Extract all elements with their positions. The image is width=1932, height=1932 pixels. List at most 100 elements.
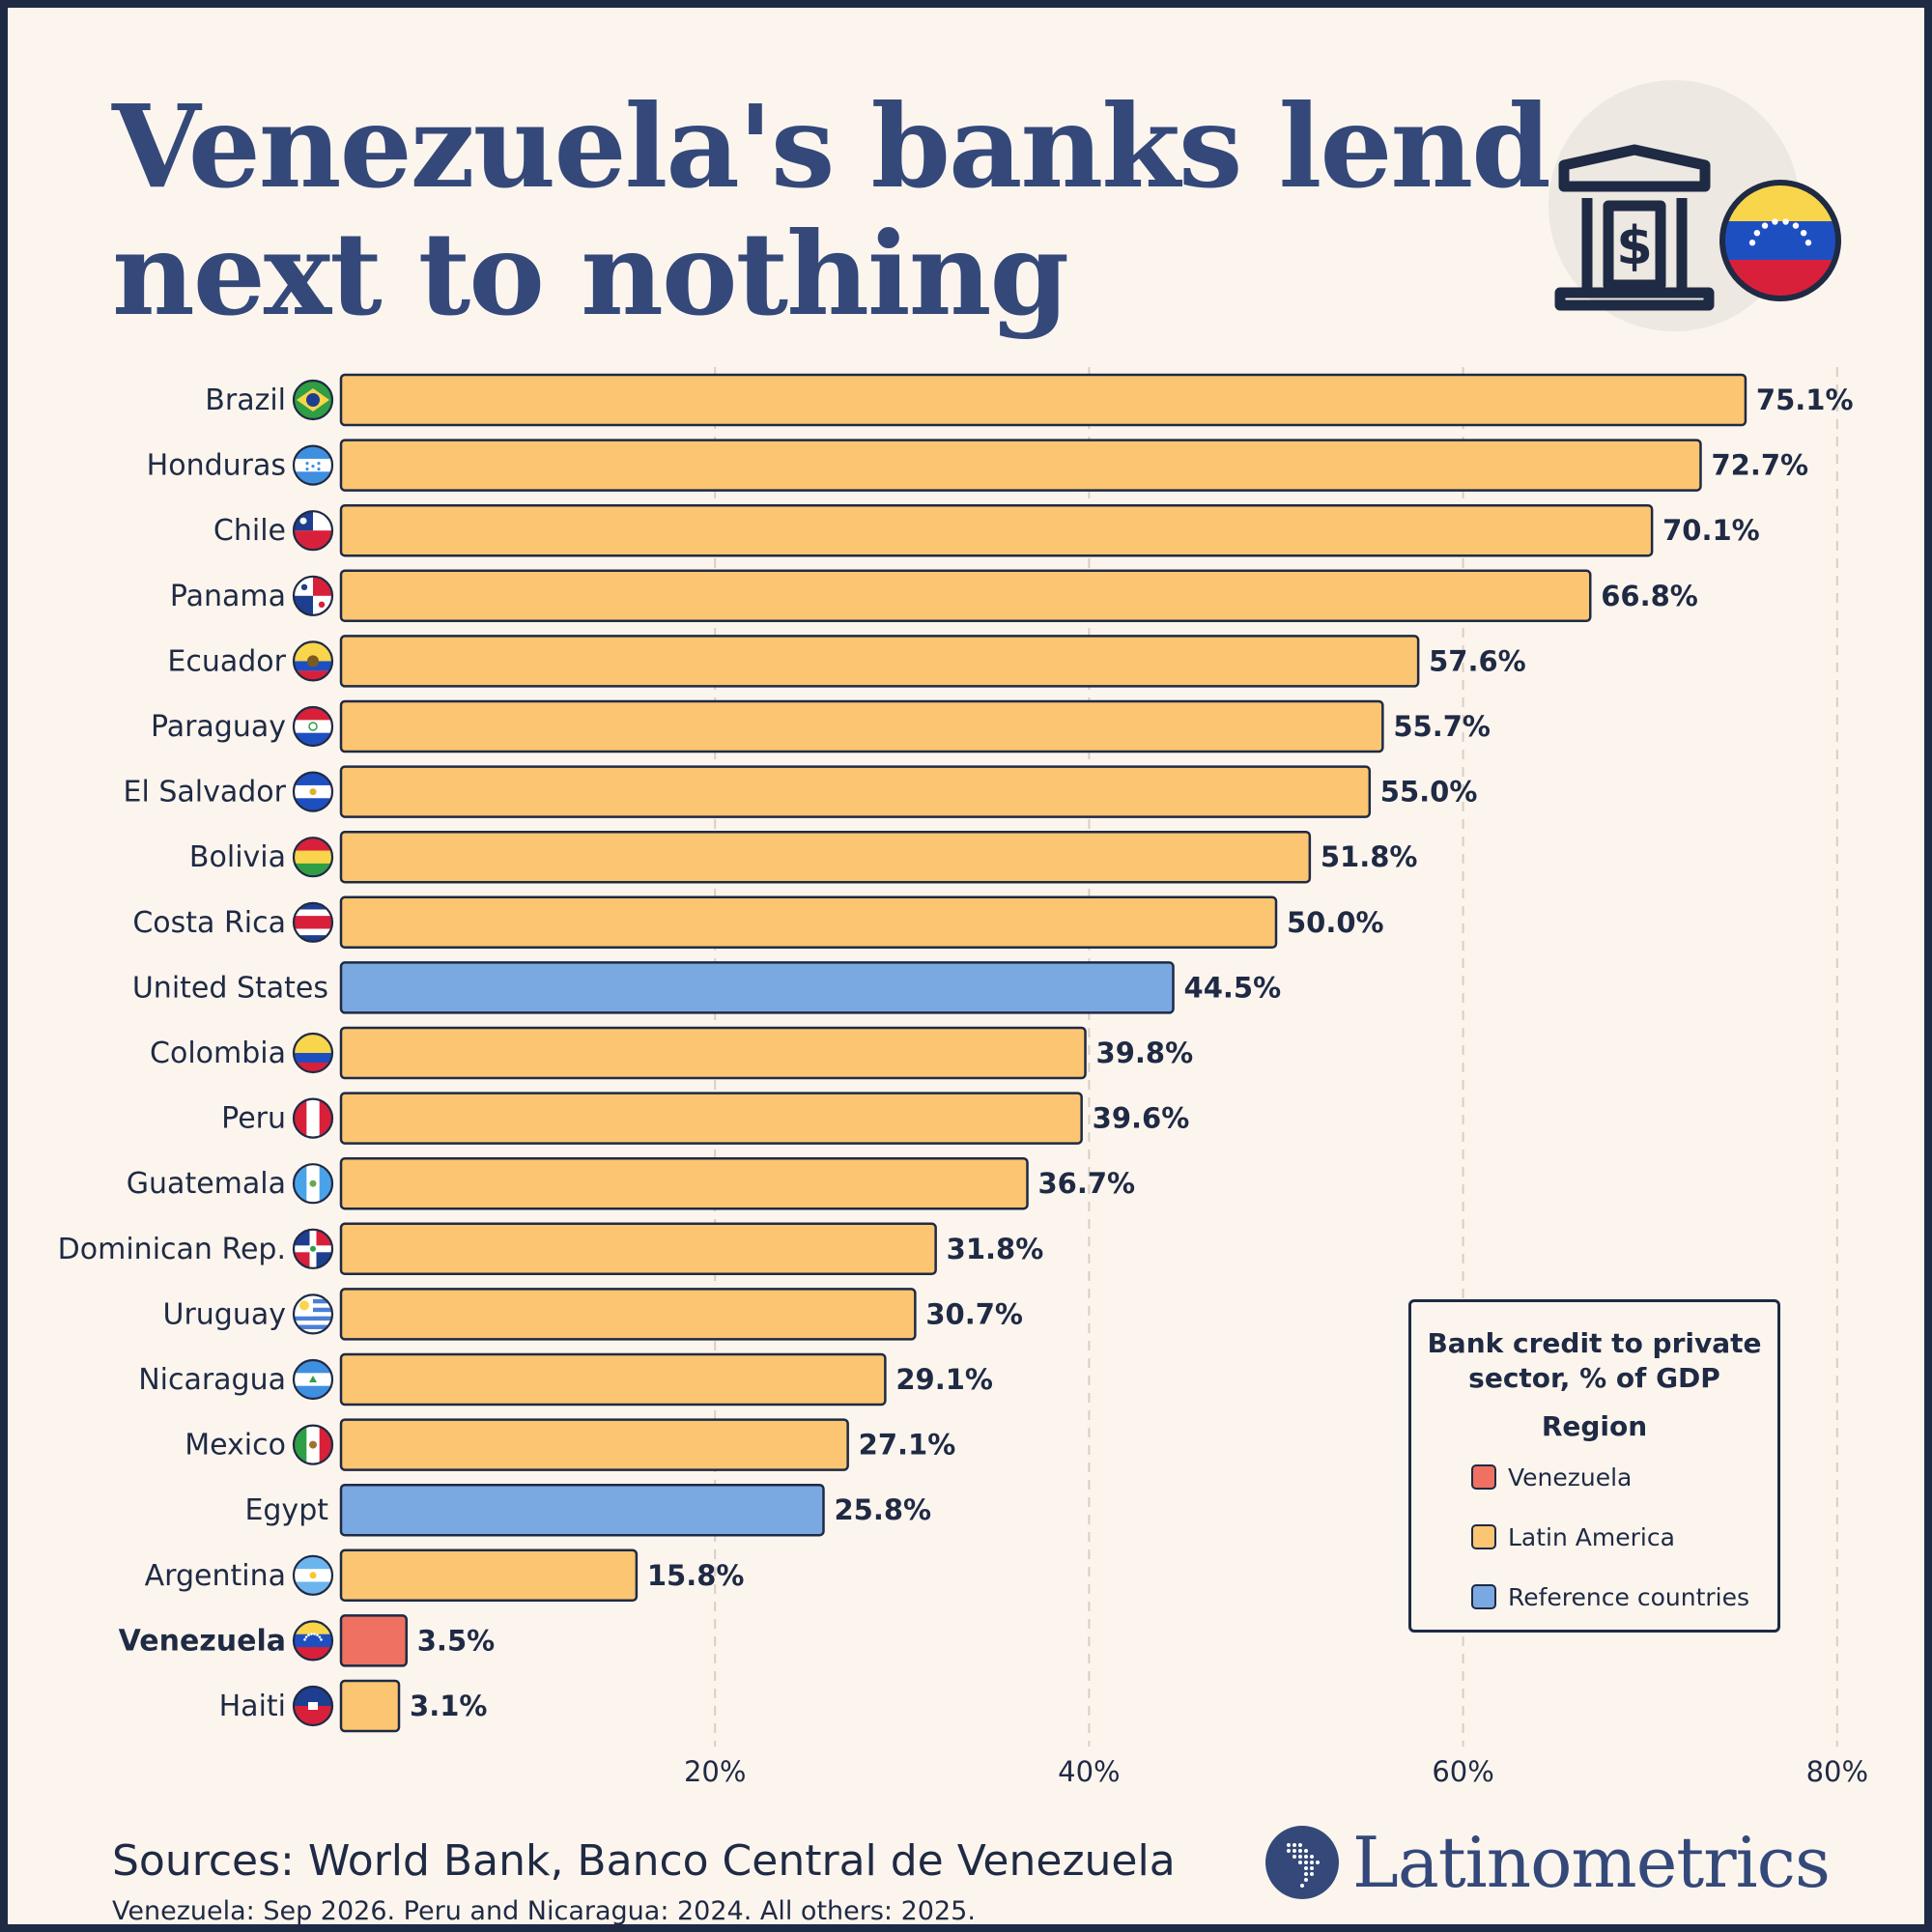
argentina-flag-icon [292, 1554, 334, 1596]
category-label: Egypt [244, 1493, 328, 1527]
chart-title-line-2: next to nothing [112, 207, 1069, 341]
data-label: 3.1% [410, 1690, 487, 1722]
x-tick-label: 40% [1058, 1755, 1120, 1788]
bar-colombia [339, 1026, 1087, 1080]
x-tick-label: 80% [1806, 1755, 1868, 1788]
bar-united-states [339, 961, 1175, 1014]
category-label: Peru [221, 1102, 286, 1136]
bar-panama [339, 569, 1592, 623]
category-label: Argentina [145, 1559, 286, 1593]
peru-flag-icon [292, 1097, 334, 1139]
data-label: 72.7% [1711, 449, 1808, 482]
venezuela-flag-icon [292, 1620, 334, 1662]
bolivia-flag-icon [292, 837, 334, 878]
category-label: Bolivia [189, 840, 286, 874]
category-label: Nicaragua [138, 1363, 286, 1397]
bar-nicaragua [339, 1352, 887, 1406]
bar-peru [339, 1092, 1083, 1145]
chart-title: Venezuela's banks lend next to nothing [112, 79, 1551, 341]
latinometrics-logo: Latinometrics [1264, 1814, 1862, 1911]
category-label: Haiti [219, 1690, 286, 1723]
data-label: 50.0% [1287, 906, 1384, 939]
mexico-flag-icon [292, 1424, 334, 1465]
colombia-flag-icon [292, 1032, 334, 1074]
data-label: 55.7% [1393, 710, 1491, 743]
bar-ecuador [339, 635, 1420, 688]
data-label: 30.7% [925, 1297, 1023, 1330]
bar-paraguay [339, 699, 1384, 753]
data-label: 25.8% [834, 1493, 931, 1526]
category-label: Chile [213, 514, 286, 548]
data-label: 66.8% [1601, 580, 1698, 612]
svg-text:$: $ [1616, 215, 1653, 276]
sources-note: Sources: World Bank, Banco Central de Ve… [112, 1836, 1176, 1886]
haiti-flag-icon [292, 1685, 334, 1727]
bar-el-salvador [339, 765, 1372, 818]
category-label: Colombia [150, 1037, 286, 1070]
nicaragua-flag-icon [292, 1358, 334, 1401]
data-label: 51.8% [1321, 840, 1418, 873]
data-label: 55.0% [1380, 776, 1478, 809]
data-label: 57.6% [1429, 644, 1526, 677]
bank-badge: $ [1548, 80, 1841, 331]
bar-chart: 20% 40% 60% 80% 75.1% Brazil 72.7% Honduras 70.1… [58, 367, 1868, 1788]
legend-swatch-latin-america [1471, 1524, 1496, 1549]
category-label: Honduras [147, 449, 286, 483]
ecuador-flag-icon [292, 640, 334, 682]
chart-title-line-1: Venezuela's banks lend [112, 79, 1551, 213]
bar-uruguay [339, 1288, 917, 1341]
bar-dominican-rep- [339, 1222, 937, 1276]
category-label: Mexico [185, 1429, 286, 1463]
honduras-flag-icon [292, 444, 334, 486]
data-label: 27.1% [859, 1429, 956, 1462]
dominican-rep-flag-icon [292, 1228, 334, 1269]
data-label: 39.6% [1093, 1102, 1190, 1135]
el-salvador-flag-icon [292, 771, 334, 812]
chile-flag-icon [292, 510, 334, 552]
bar-guatemala [339, 1156, 1029, 1210]
bar-honduras [339, 439, 1702, 492]
bar-brazil [339, 373, 1747, 427]
bank-icon [1554, 144, 1715, 311]
legend-title: Bank credit to private sector, % of GDP [1427, 1327, 1762, 1394]
data-label: 44.5% [1184, 971, 1282, 1004]
bar-haiti [339, 1679, 401, 1733]
x-tick-label: 60% [1432, 1755, 1493, 1788]
category-label: Panama [170, 580, 286, 613]
bar-bolivia [339, 830, 1312, 884]
data-label: 3.5% [417, 1624, 495, 1657]
paraguay-flag-icon [292, 705, 334, 748]
latinometrics-logo-icon [1265, 1826, 1339, 1899]
data-label: 70.1% [1662, 514, 1760, 547]
legend-label: Latin America [1508, 1523, 1675, 1551]
data-label: 15.8% [647, 1559, 745, 1592]
bar-venezuela [339, 1614, 409, 1667]
legend-label: Venezuela [1508, 1463, 1633, 1492]
legend: Bank credit to private sector, % of GDP … [1408, 1299, 1780, 1633]
data-label: 75.1% [1756, 384, 1854, 416]
bar-costa-rica [339, 895, 1278, 950]
legend-swatch-reference [1471, 1584, 1496, 1609]
category-label: Paraguay [151, 710, 286, 744]
data-label: 29.1% [895, 1363, 993, 1396]
data-label: 36.7% [1038, 1167, 1136, 1200]
data-label: 31.8% [947, 1233, 1044, 1265]
legend-label: Reference countries [1508, 1583, 1749, 1611]
category-label: Guatemala [127, 1167, 286, 1201]
legend-swatch-venezuela [1471, 1464, 1496, 1490]
category-label: Ecuador [167, 644, 286, 678]
bar-chile [339, 503, 1654, 557]
category-label: Brazil [205, 384, 286, 417]
costa-rica-flag-icon [292, 901, 334, 943]
dates-note: Venezuela: Sep 2026. Peru and Nicaragua:… [112, 1896, 976, 1926]
x-tick-label: 20% [684, 1755, 746, 1788]
bar-mexico [339, 1418, 849, 1471]
category-label: United States [132, 971, 328, 1005]
category-label: Venezuela [119, 1624, 286, 1658]
uruguay-flag-icon [292, 1293, 334, 1335]
brazil-flag-icon [292, 379, 334, 421]
legend-subtitle: Region [1541, 1410, 1648, 1442]
panama-flag-icon [292, 575, 334, 616]
category-label: Uruguay [163, 1297, 287, 1331]
